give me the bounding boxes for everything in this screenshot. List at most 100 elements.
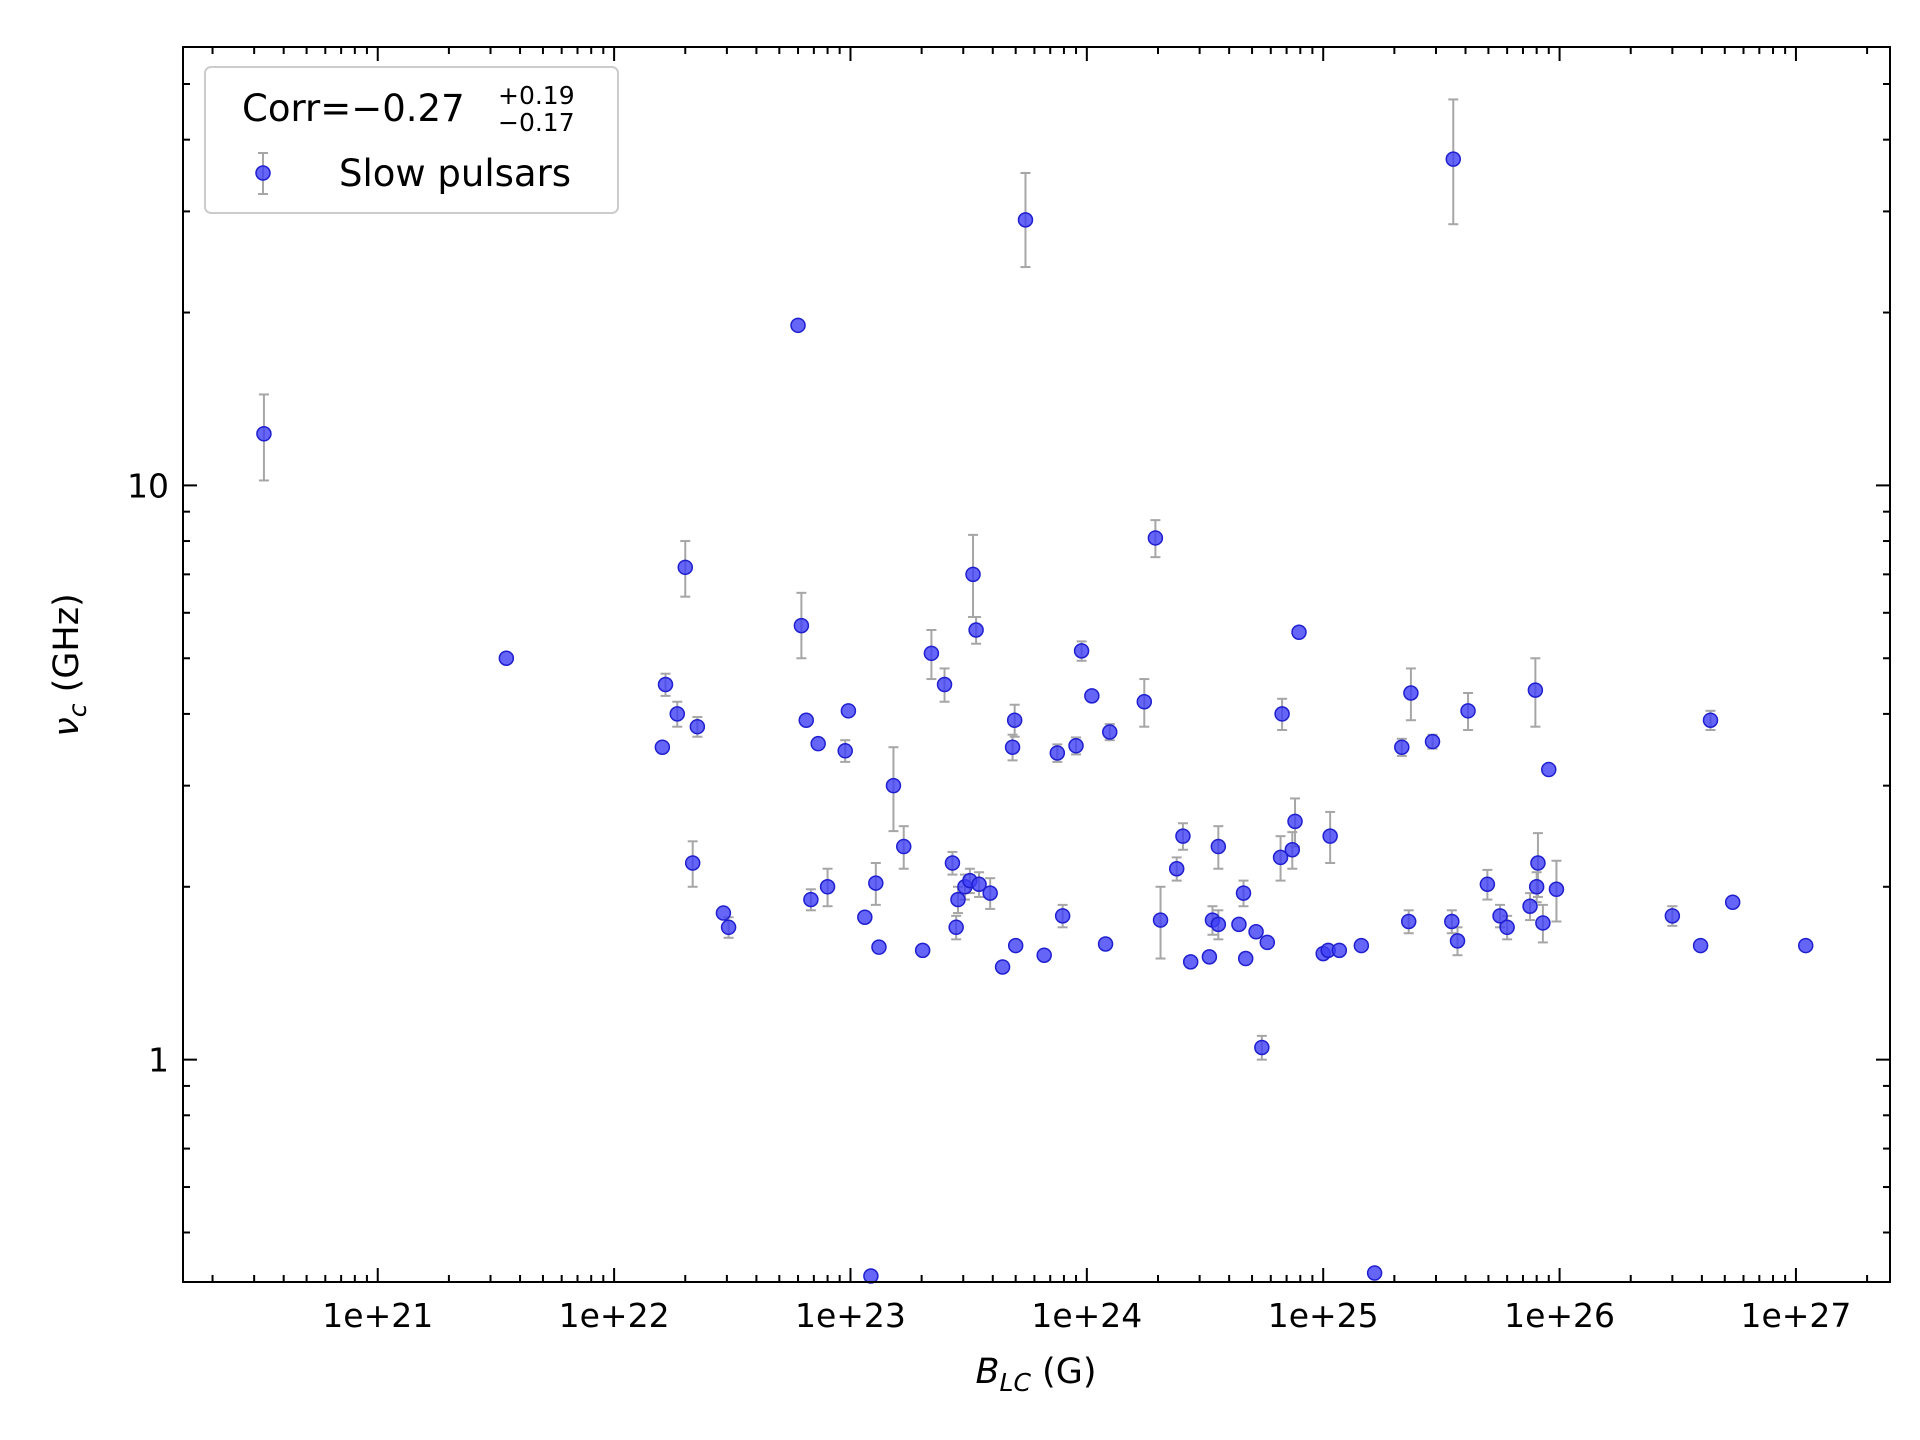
data-point [948,919,964,936]
data-point [1054,908,1071,924]
data-point [803,891,819,908]
data-point [1287,813,1303,830]
data-point [1692,937,1709,954]
data-point [810,735,826,752]
data-point [1259,934,1276,951]
data-point [684,855,701,871]
data-point [819,879,836,895]
data-point [793,617,810,634]
data-points [256,151,1814,1284]
data-point [1136,693,1153,710]
data-point [1147,530,1164,546]
data-point [256,426,272,442]
data-point [1073,643,1090,659]
data-point [1724,894,1741,910]
data-point [1424,733,1441,750]
plot-frame [182,46,1891,1283]
data-point [868,875,884,891]
data-point [857,909,873,925]
data-point [1444,913,1460,930]
data-point [871,939,887,955]
data-point [968,622,984,638]
data-point [1479,876,1496,893]
data-point [1274,706,1290,722]
y-axis-title-main: ν [47,717,87,737]
data-point [994,959,1011,975]
data-point [971,876,987,893]
data-point [1272,849,1289,866]
x-tick-label: 1e+23 [795,1296,906,1335]
data-point [1331,942,1348,959]
data-point [677,559,694,576]
data-point [790,317,806,334]
data-point [1248,923,1264,940]
x-tick-label: 1e+25 [1268,1296,1379,1335]
x-tick-label: 1e+24 [1031,1296,1142,1335]
data-point [1210,916,1227,933]
data-point [863,1268,879,1284]
data-point [1152,912,1169,928]
x-tick-label: 1e+27 [1740,1296,1851,1335]
data-point [1702,712,1719,728]
data-point [965,566,981,583]
data-point [1322,828,1338,844]
y-tick-label: 1 [148,1041,169,1080]
data-point [837,743,853,759]
data-point [840,703,857,719]
data-point [895,838,912,855]
data-point [1353,937,1370,954]
data-point [1284,842,1301,858]
data-point [1291,624,1307,640]
data-point [923,645,940,662]
data-point [498,650,515,667]
data-point [914,942,931,959]
data-point [1254,1039,1270,1056]
data-point [936,676,953,693]
axis-ticks [183,47,1890,1282]
data-point [1522,898,1538,914]
y-axis-title-unit: (GHz) [47,593,87,703]
data-point [885,777,902,794]
data-point [689,718,706,735]
data-point [1527,682,1544,698]
data-point [720,919,737,936]
data-point [1007,937,1024,954]
data-point [982,885,998,901]
data-point [798,712,815,728]
y-axis-title-sub: c [63,703,92,717]
data-point [950,891,966,908]
x-axis-title-sub: LC [1000,1368,1032,1397]
legend-corr-sup: +0.19 [498,81,575,110]
data-point [1049,745,1066,761]
data-point [1528,879,1545,895]
x-axis-title-main: B [976,1352,1000,1392]
y-tick-label: 10 [127,466,169,505]
data-point [669,706,686,722]
data-point [1004,739,1021,755]
data-point [1394,739,1410,755]
data-point [1541,761,1557,778]
data-point [1006,712,1023,728]
data-point [944,855,961,871]
data-point [657,676,674,693]
x-axis-title-unit: (G) [1031,1352,1097,1392]
data-point [1168,860,1185,877]
data-point [1017,212,1034,228]
data-point [1237,950,1254,967]
data-point [1530,855,1546,871]
x-axis-title: BLC (G) [976,1352,1097,1397]
legend-series-label: Slow pulsars [339,152,571,195]
data-point [1068,738,1084,754]
data-point [654,739,671,755]
data-point [1097,936,1114,952]
x-tick-label: 1e+22 [559,1296,670,1335]
legend-corr-prefix: Corr=−0.27 [242,87,465,130]
data-point [1182,954,1199,970]
data-point [715,905,732,921]
legend-corr-text: Corr=−0.27 [242,87,465,130]
data-point [1201,949,1218,965]
data-point [1449,933,1466,949]
data-point [1210,838,1227,855]
data-point [1548,881,1565,898]
